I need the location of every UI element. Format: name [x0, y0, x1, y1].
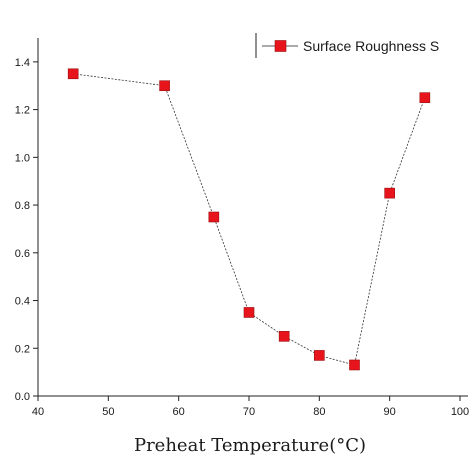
legend-marker — [274, 40, 287, 52]
data-point — [67, 68, 79, 80]
x-tick-label: 70 — [243, 406, 255, 418]
y-tick-label: 0.4 — [15, 296, 30, 308]
x-axis-title: Preheat Temperature(°C) — [134, 435, 366, 456]
legend-label: Surface Roughness S — [303, 38, 439, 54]
y-tick-label: 0.6 — [15, 248, 30, 260]
data-point — [243, 307, 255, 318]
data-point — [159, 80, 170, 92]
y-tick-label: 0.8 — [15, 200, 30, 212]
axis-ticks: 40 50 60 70 80 90 100 0.0 0.2 0.4 0.6 0.8 1.0 1.2 1.4 — [15, 57, 469, 418]
y-tick-label: 0.0 — [15, 391, 30, 403]
data-point — [384, 187, 395, 199]
x-tick-label: 80 — [313, 406, 325, 418]
x-tick-label: 60 — [173, 406, 185, 418]
y-tick-label: 0.2 — [15, 343, 30, 355]
data-markers — [67, 68, 431, 371]
data-point — [314, 350, 325, 361]
series-line — [73, 73, 426, 366]
data-point — [419, 92, 431, 103]
x-tick-label: 100 — [451, 406, 469, 418]
data-point — [349, 359, 360, 371]
y-tick-label: 1.4 — [15, 57, 30, 69]
x-tick-label: 50 — [102, 406, 114, 418]
x-tick-label: 90 — [384, 406, 396, 418]
series-line-group — [73, 73, 426, 366]
x-tick-label: 40 — [32, 406, 44, 418]
y-tick-label: 1.0 — [15, 152, 30, 164]
data-point — [278, 331, 290, 342]
data-point — [208, 211, 220, 223]
legend: Surface Roughness S — [255, 33, 439, 58]
y-tick-label: 1.2 — [15, 105, 30, 117]
